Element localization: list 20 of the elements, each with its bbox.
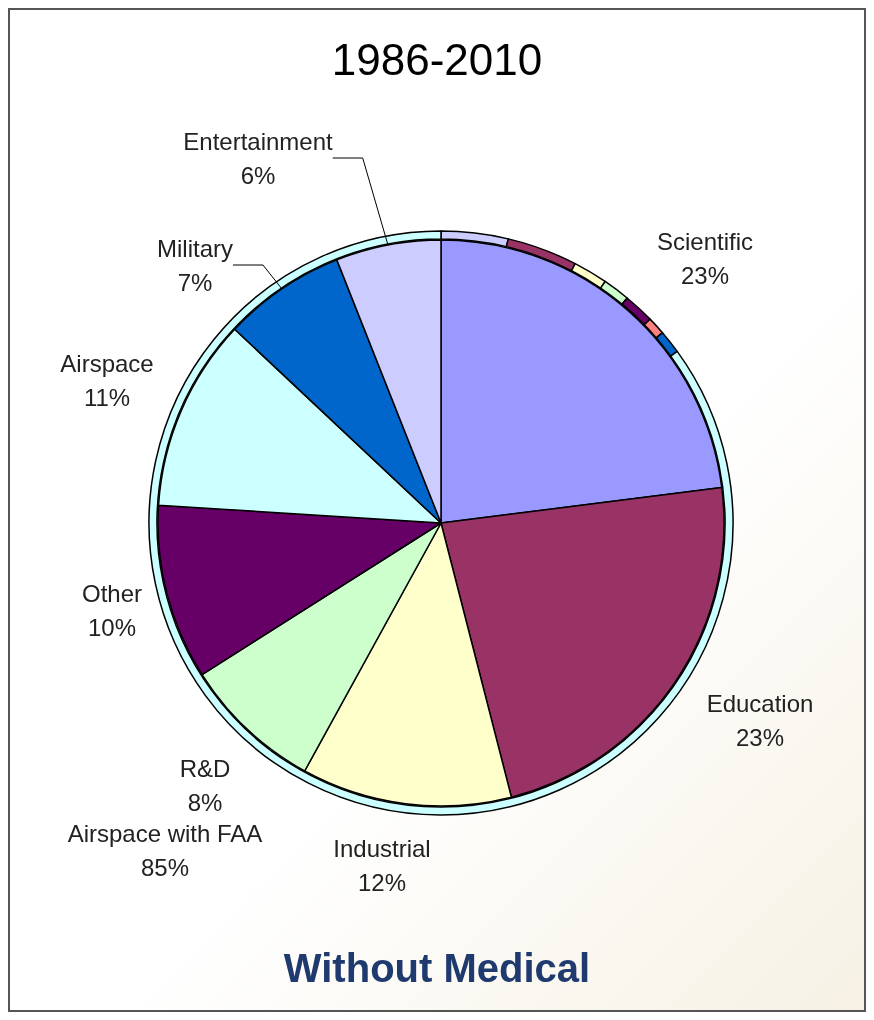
slice-label: Airspace with FAA — [67, 819, 263, 847]
chart-title: 1986-2010 — [331, 34, 543, 84]
slice-label: Entertainment — [183, 127, 334, 155]
slice-label: Scientific — [656, 227, 754, 255]
data-label: 7% — [177, 268, 213, 296]
slice-label: Airspace — [60, 349, 154, 377]
slice-label: Education — [706, 689, 814, 717]
slice-label: R&D — [179, 754, 231, 782]
data-label: 8% — [187, 788, 223, 816]
slice-label: Industrial — [333, 834, 431, 862]
slice-label: Other — [81, 579, 143, 607]
data-label: 6% — [240, 161, 276, 189]
data-label: 85% — [140, 853, 190, 881]
data-label: 11% — [83, 383, 131, 411]
data-label: 23% — [735, 723, 785, 751]
text: Without Medical — [283, 946, 591, 990]
data-label: 12% — [357, 868, 407, 896]
slice-label: Military — [157, 234, 233, 262]
data-label: 10% — [87, 613, 137, 641]
data-label: 23% — [680, 261, 730, 289]
